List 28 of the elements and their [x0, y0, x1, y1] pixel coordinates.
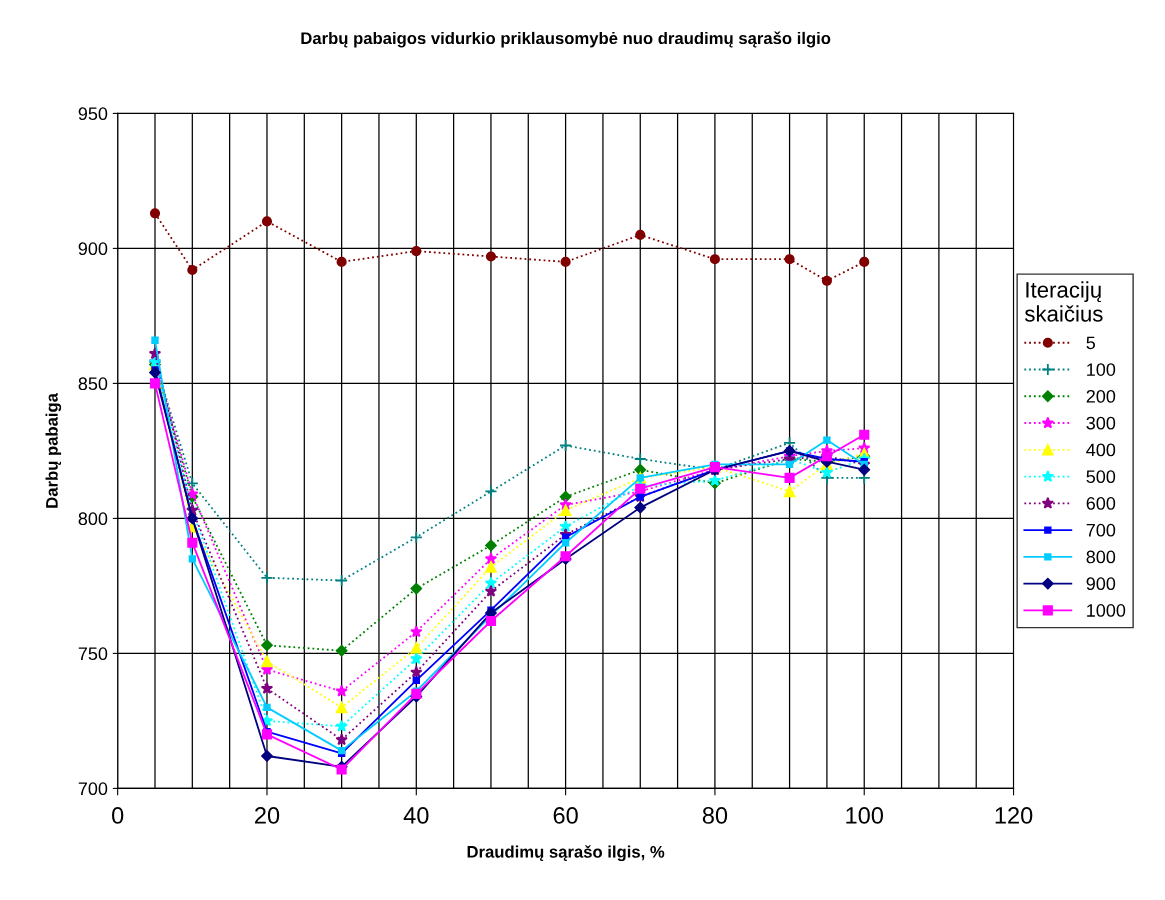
legend-label: 700: [1086, 523, 1116, 537]
x-tick-label: 40: [403, 807, 429, 824]
x-tick-label: 100: [846, 807, 884, 824]
legend-label: 300: [1086, 416, 1116, 430]
legend-label: 900: [1086, 577, 1116, 591]
legend-label: 200: [1086, 389, 1116, 403]
x-axis-title: Draudimų sąrašo ilgis, %: [467, 845, 665, 862]
x-tick-label: 80: [702, 807, 728, 824]
x-tick-label: 20: [255, 807, 280, 824]
y-tick-label: 700: [78, 782, 108, 796]
y-tick-label: 750: [78, 647, 108, 661]
y-tick-label: 950: [78, 107, 108, 121]
legend-label: 1000: [1087, 604, 1126, 617]
chart-title: Darbų pabaigos vidurkio priklausomybė nuo draudimų sąrašo ilgio: [301, 31, 831, 48]
legend-title: Iteracijų skaičius: [1024, 281, 1103, 322]
legend-label: 600: [1086, 497, 1116, 510]
x-tick-label: 120: [995, 807, 1033, 824]
legend-label: 5: [1086, 336, 1096, 350]
x-tick-label: 60: [553, 807, 578, 824]
y-tick-label: 800: [78, 512, 108, 526]
y-tick-label: 900: [78, 242, 108, 256]
legend-label: 500: [1086, 470, 1116, 484]
legend-label: 800: [1086, 550, 1116, 564]
y-tick-label: 850: [78, 377, 108, 391]
x-tick-label: 0: [112, 807, 124, 824]
legend-label: 100: [1087, 363, 1116, 376]
y-axis-title: Darbų pabaiga: [45, 392, 62, 508]
legend-label: 400: [1086, 443, 1116, 457]
